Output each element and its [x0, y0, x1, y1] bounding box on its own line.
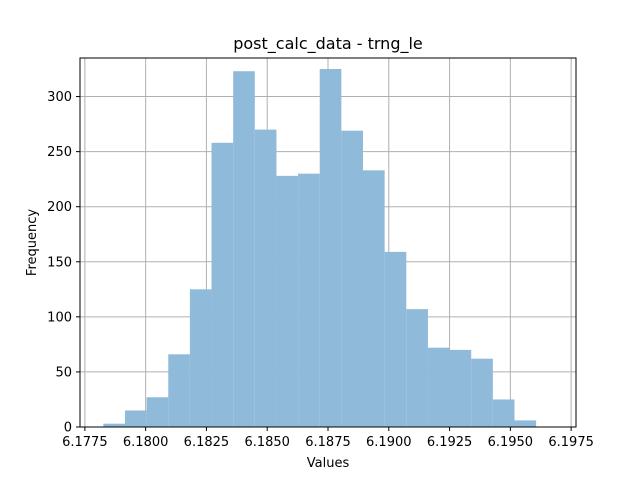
y-tick-label: 200: [47, 200, 72, 215]
y-axis-ticks: 0 50 100 150 200 250 300: [47, 90, 80, 436]
chart-title: post_calc_data - trng_le: [233, 34, 423, 54]
histogram-bar: [254, 129, 277, 427]
y-tick-label: 100: [47, 310, 72, 325]
y-tick-label: 50: [55, 365, 72, 380]
histogram-bar: [211, 142, 234, 427]
histogram-bar: [124, 410, 147, 427]
x-tick-label: 6.1975: [548, 435, 594, 450]
histogram-bar: [363, 170, 385, 427]
y-tick-label: 300: [47, 90, 72, 105]
histogram-bar: [146, 397, 169, 427]
histogram-bar: [341, 130, 364, 428]
x-tick-label: 6.1925: [427, 435, 473, 450]
histogram-bar: [471, 358, 493, 427]
y-tick-label: 150: [47, 255, 72, 270]
histogram-bar: [233, 71, 255, 428]
x-tick-label: 6.1950: [488, 435, 534, 450]
histogram-bar: [103, 423, 125, 427]
x-axis-label: Values: [307, 456, 350, 471]
histogram-bar: [276, 175, 299, 427]
x-axis-ticks: 6.1775 6.1800 6.1825 6.1850 6.1875 6.1900 6.19…: [62, 427, 594, 450]
y-axis-label: Frequency: [25, 209, 40, 276]
histogram-bar: [449, 349, 472, 427]
histogram-bar: [298, 173, 320, 427]
histogram-bar: [427, 347, 450, 427]
x-tick-label: 6.1875: [305, 435, 351, 450]
histogram-bar: [492, 399, 515, 427]
y-tick-label: 250: [47, 145, 72, 160]
x-tick-label: 6.1900: [366, 435, 412, 450]
histogram-bar: [514, 420, 537, 427]
histogram-bar: [189, 289, 212, 427]
histogram-bar: [384, 251, 407, 427]
y-tick-label: 0: [64, 421, 72, 436]
histogram-bar: [168, 354, 190, 427]
x-tick-label: 6.1825: [184, 435, 230, 450]
x-tick-label: 6.1775: [62, 435, 108, 450]
histogram-bar: [406, 309, 428, 427]
x-tick-label: 6.1800: [123, 435, 169, 450]
histogram-bar: [319, 69, 342, 427]
x-tick-label: 6.1850: [244, 435, 290, 450]
histogram-bars: [103, 69, 537, 428]
